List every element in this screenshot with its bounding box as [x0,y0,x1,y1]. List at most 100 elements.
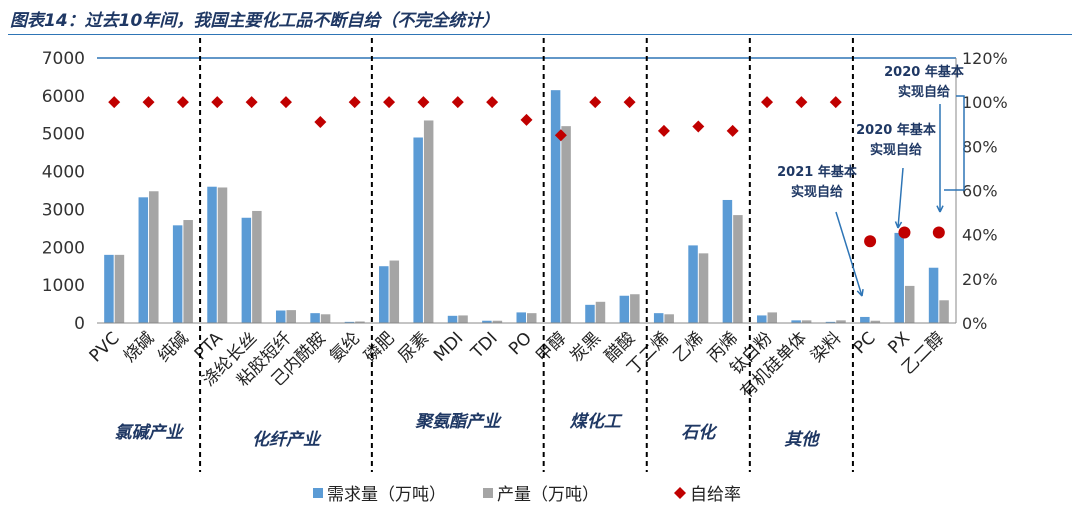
category-label: PO [505,328,536,359]
annotation-line2: 实现自给 [870,142,922,158]
legend-swatch-production [483,488,493,498]
category-label: 磷肥 [360,328,398,366]
bar-production [801,320,812,323]
legend-swatch-self-rate [674,487,686,499]
self-rate-marker [554,129,567,142]
group-label: 石化 [681,423,718,443]
self-rate-marker [486,96,499,109]
bar-production [561,126,571,324]
y-tick-label: 4000 [42,163,85,183]
bar-production [733,215,743,323]
bar-production [286,310,296,323]
category-label: 甲醇 [532,328,570,366]
self-rate-marker [417,96,430,109]
annotation-arrow [897,167,904,229]
self-rate-marker [795,96,808,109]
self-rate-marker [623,96,636,109]
bar-demand [104,254,114,323]
self-rate-marker [761,96,774,109]
bar-demand [791,320,801,323]
bar-demand [138,197,149,323]
bar-demand [275,310,286,323]
y2-tick-label: 60% [962,182,998,201]
self-rate-marker [932,226,945,239]
self-rate-marker [108,96,121,109]
self-rate-marker [726,124,739,137]
annotation-line1: 2020 年基本 [856,122,936,138]
y-tick-label: 1000 [42,276,85,296]
y2-tick-label: 40% [962,226,998,245]
annotation-arrowhead [894,221,903,229]
bar-demand [241,217,252,323]
bar-demand [207,186,217,323]
self-rate-marker [176,96,189,109]
bar-demand [172,225,183,323]
category-label: PVC [86,328,124,366]
self-rate-marker [451,96,464,109]
category-label: 乙烯 [670,328,708,366]
bar-demand [653,313,664,323]
y2-tick-label: 20% [962,270,998,289]
bar-demand [688,245,698,323]
self-rate-marker [279,96,292,109]
bar-demand [447,315,458,323]
y2-tick-label: 0% [962,314,987,333]
legend-swatch-demand [313,488,323,498]
category-label: 烧碱 [120,328,158,366]
bar-production [114,254,125,323]
self-rate-marker [314,116,327,129]
annotation-bracket [944,95,965,191]
annotation-arrowhead [856,288,864,297]
bar-production [320,314,331,323]
self-rate-marker [657,124,670,137]
self-rate-marker [245,96,258,109]
self-rate-marker [348,96,361,109]
annotation-arrow [835,211,863,297]
self-rate-marker [520,113,533,126]
category-label: PC [850,328,880,358]
category-label: MDI [430,328,467,365]
bar-production [904,285,915,323]
category-label: 染料 [807,328,845,366]
bar-demand [516,312,526,323]
bar-demand [585,304,595,323]
bar-production [836,320,846,323]
bar-demand [722,199,733,323]
group-label: 化纤产业 [252,430,322,450]
y-tick-label: 5000 [42,125,85,145]
group-label: 煤化工 [570,412,623,432]
bar-demand [344,321,355,323]
self-rate-marker [589,96,602,109]
category-label: 炭黑 [567,328,605,366]
bar-demand [619,295,630,323]
bar-demand [482,320,492,323]
bar-production [595,301,606,323]
bar-production [492,320,503,323]
y-tick-label: 2000 [42,238,85,258]
self-rate-marker [692,120,705,133]
annotation-line2: 实现自给 [791,184,843,200]
y-tick-label: 6000 [42,87,85,107]
category-label: 尿素 [395,328,433,366]
group-label: 氯碱产业 [115,423,185,443]
legend-label-demand: 需求量（万吨） [327,485,446,505]
self-rate-marker [829,96,842,109]
bar-production [252,210,262,323]
bar-demand [413,137,423,323]
bar-production [698,253,709,323]
bar-demand [550,90,561,323]
annotation-line1: 2020 年基本 [884,64,964,80]
y2-tick-label: 80% [962,137,998,156]
annotation-line1: 2021 年基本 [777,164,857,180]
figure-title: 图表14：过去10年间，我国主要化工品不断自给（不完全统计） [10,11,500,31]
bar-production [423,120,434,323]
bar-production [664,314,674,323]
bar-demand [310,313,320,323]
bar-production [389,260,400,323]
group-label: 聚氨酯产业 [414,412,502,432]
bar-production [939,300,949,323]
y2-tick-label: 120% [962,49,1008,68]
y-tick-label: 3000 [42,200,85,220]
bar-demand [928,267,939,323]
